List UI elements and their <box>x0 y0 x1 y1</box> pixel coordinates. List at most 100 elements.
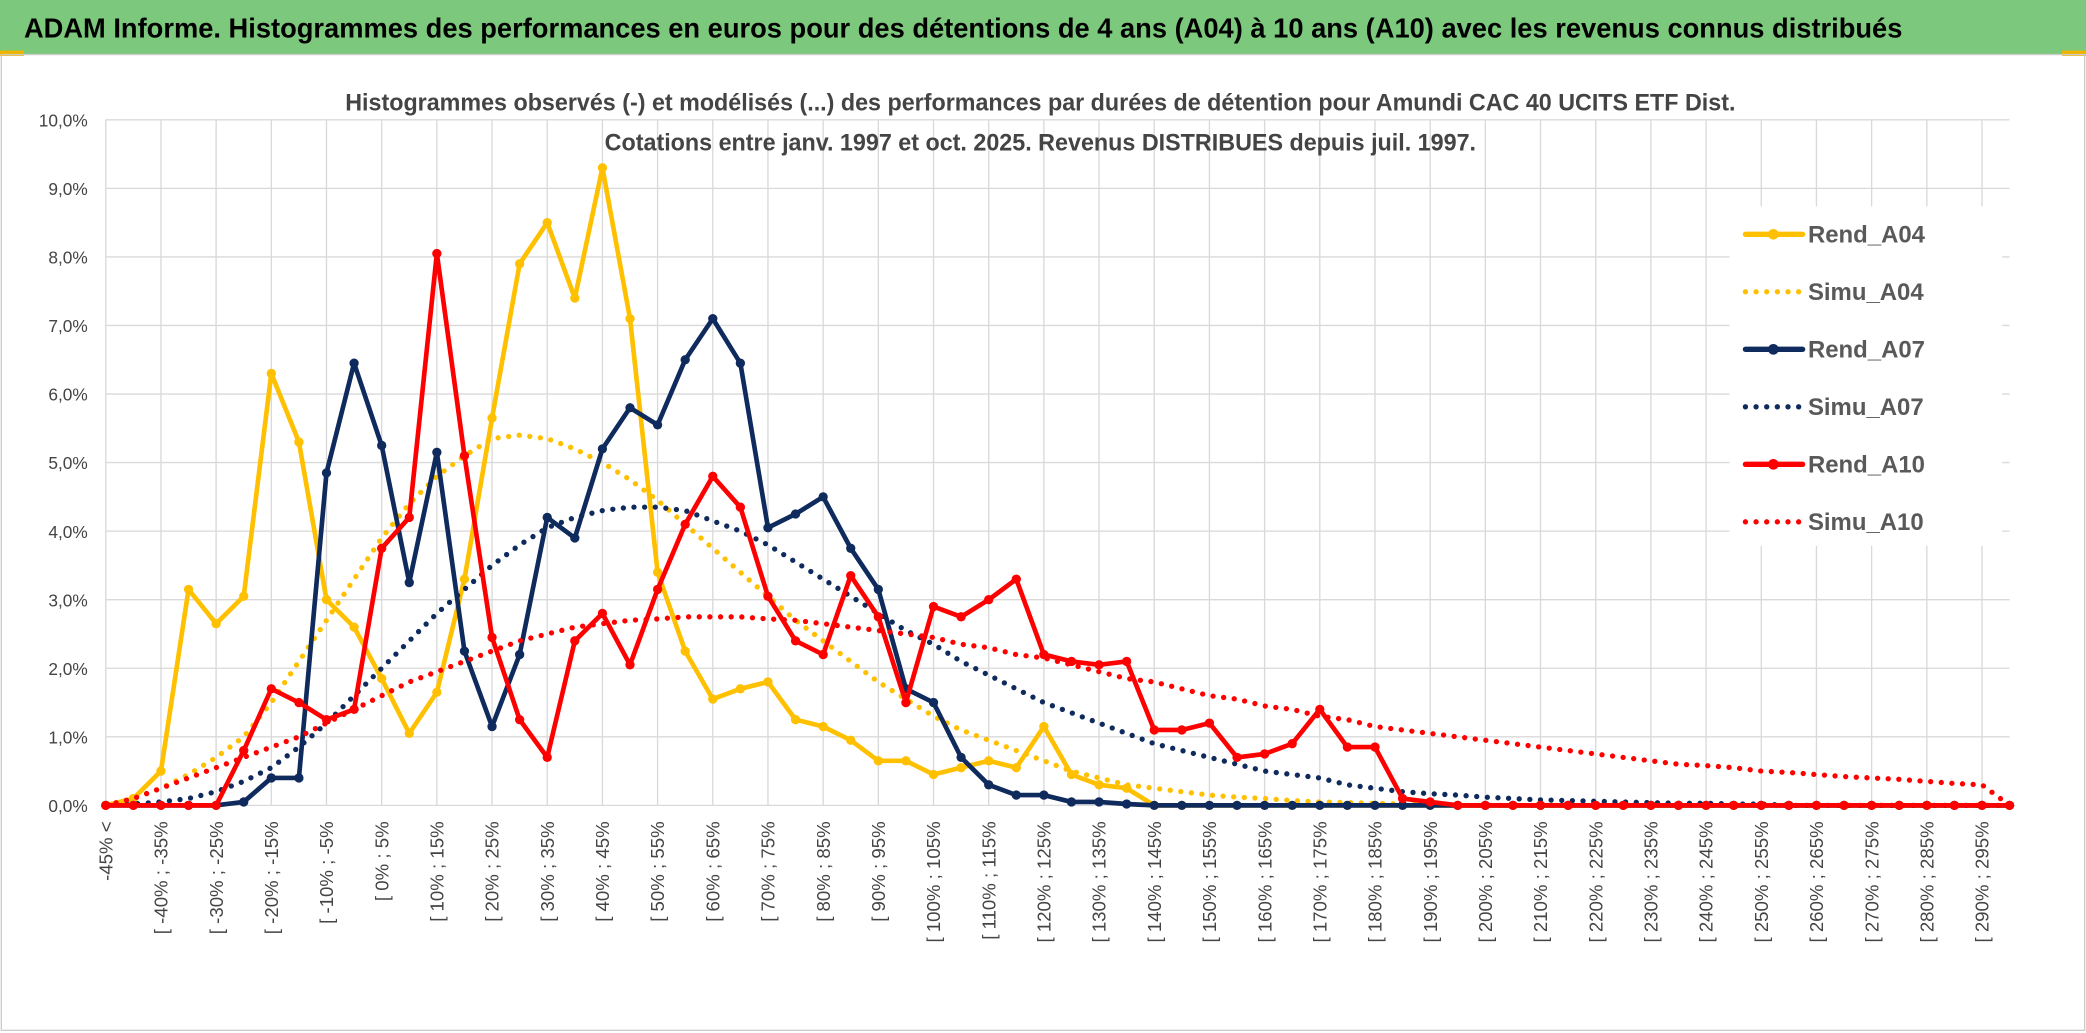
data-point <box>1315 704 1325 715</box>
data-point <box>1149 800 1159 811</box>
x-tick-label: [ 240% ; 245% <box>1696 821 1717 942</box>
data-point <box>404 728 414 739</box>
data-point <box>1066 797 1077 807</box>
data-point <box>349 622 359 632</box>
data-point <box>928 601 939 612</box>
data-point <box>680 519 690 529</box>
x-tick-label: [ 190% ; 195% <box>1420 821 1441 942</box>
data-point <box>183 800 194 811</box>
x-tick-label: [ 120% ; 125% <box>1034 821 1055 942</box>
data-point <box>459 574 470 584</box>
data-point <box>239 797 249 807</box>
data-point <box>211 619 221 629</box>
data-point <box>459 646 470 656</box>
data-point <box>183 584 194 595</box>
data-point <box>1315 800 1325 811</box>
data-point <box>597 444 608 454</box>
data-point <box>652 584 663 595</box>
y-tick-label: 10,0% <box>39 110 88 130</box>
y-tick-label: 3,0% <box>48 590 87 610</box>
series <box>101 163 2015 811</box>
legend-label: Simu_A04 <box>1808 279 1924 306</box>
data-point <box>1922 800 1932 811</box>
data-point <box>1618 800 1628 811</box>
data-point <box>1259 749 1270 759</box>
y-tick-label: 2,0% <box>48 659 87 679</box>
x-tick-label: [ 130% ; 135% <box>1089 821 1110 942</box>
x-tick-label: [ 210% ; 215% <box>1530 821 1551 942</box>
data-point <box>266 773 276 783</box>
data-point <box>1370 742 1380 752</box>
data-point <box>597 608 608 619</box>
data-point <box>1646 800 1656 811</box>
data-point <box>128 800 139 811</box>
data-point <box>652 567 663 577</box>
data-point <box>846 571 856 581</box>
data-point <box>377 543 387 553</box>
x-tick-label: [ 170% ; 175% <box>1309 821 1330 942</box>
x-tick-label: [ 260% ; 265% <box>1806 821 1827 942</box>
data-point <box>404 577 414 588</box>
data-point <box>1701 800 1711 811</box>
data-point <box>1866 800 1877 811</box>
data-point <box>1342 742 1353 752</box>
data-point <box>956 763 966 773</box>
data-point <box>846 543 856 553</box>
x-tick-label: [ 290% ; 295% <box>1972 821 1993 942</box>
data-point <box>432 447 442 457</box>
data-point <box>956 612 966 622</box>
data-point <box>514 649 525 660</box>
data-point <box>901 756 911 766</box>
data-point <box>790 636 801 646</box>
data-point <box>570 533 580 543</box>
data-point <box>1094 780 1104 790</box>
chart-title: Histogrammes observés (-) et modélisés (… <box>345 89 1735 116</box>
data-point <box>1011 763 1021 773</box>
data-point <box>239 745 249 756</box>
x-tick-label: [ -10% ; -5% <box>316 821 337 924</box>
data-point <box>294 773 304 783</box>
data-point <box>1370 800 1380 811</box>
legend-label: Rend_A10 <box>1808 451 1925 478</box>
x-tick-label: [ 10% ; 15% <box>427 821 448 921</box>
data-point <box>625 313 635 324</box>
data-point <box>1756 800 1766 811</box>
data-point <box>1839 800 1849 811</box>
data-point <box>708 694 718 704</box>
legend-marker <box>1768 343 1779 355</box>
data-point <box>1949 800 1960 811</box>
data-point <box>1232 800 1242 811</box>
data-point <box>708 313 718 324</box>
corner <box>2062 50 2086 56</box>
data-point <box>1039 790 1049 800</box>
data-point <box>211 800 221 811</box>
data-point <box>1204 800 1215 811</box>
data-point <box>1425 797 1435 807</box>
data-point <box>873 584 883 595</box>
x-tick-label: -45% < <box>95 821 116 881</box>
y-tick-label: 6,0% <box>48 385 87 405</box>
x-tick-label: [ 250% ; 255% <box>1751 821 1772 942</box>
data-point <box>487 413 497 423</box>
data-point <box>432 248 442 259</box>
x-tick-label: [ 40% ; 45% <box>592 821 613 921</box>
header-title: ADAM Informe. Histogrammes des performan… <box>24 12 1902 43</box>
x-tick-label: [ 80% ; 85% <box>813 821 834 921</box>
x-tick-label: [ 280% ; 285% <box>1916 821 1937 942</box>
data-point <box>928 769 939 780</box>
data-point <box>266 368 276 379</box>
data-point <box>818 492 828 502</box>
data-point <box>377 440 387 451</box>
data-point <box>1342 800 1353 811</box>
x-tick-label: [ -30% ; -25% <box>206 821 227 934</box>
data-point <box>652 420 663 430</box>
x-tick-label: [ -40% ; -35% <box>151 821 172 934</box>
x-tick-label: [ 30% ; 35% <box>537 821 558 921</box>
data-point <box>1149 725 1159 735</box>
data-point <box>377 673 387 684</box>
data-point <box>763 591 773 601</box>
y-tick-label: 4,0% <box>48 522 87 542</box>
data-point <box>542 752 552 763</box>
data-point <box>156 800 166 811</box>
y-tick-label: 7,0% <box>48 316 87 336</box>
